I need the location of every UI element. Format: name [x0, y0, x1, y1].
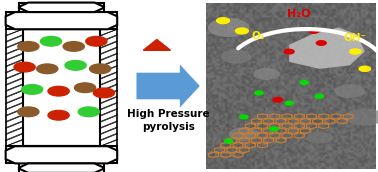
Text: H₂O: H₂O [287, 9, 310, 19]
Circle shape [306, 132, 333, 144]
Circle shape [359, 66, 370, 71]
Bar [6, 146, 117, 163]
Polygon shape [6, 12, 117, 29]
Bar [19, 163, 104, 172]
Circle shape [240, 115, 248, 119]
Circle shape [300, 81, 308, 84]
Bar [6, 12, 117, 29]
Circle shape [40, 36, 62, 46]
Polygon shape [143, 40, 170, 50]
Circle shape [65, 61, 86, 70]
Circle shape [315, 94, 324, 98]
Circle shape [37, 64, 58, 74]
Circle shape [253, 68, 280, 80]
Bar [23, 29, 100, 146]
Polygon shape [19, 163, 104, 172]
Circle shape [350, 49, 361, 54]
Text: OH⁻: OH⁻ [344, 33, 367, 43]
Circle shape [63, 42, 84, 51]
Circle shape [309, 29, 319, 33]
Circle shape [225, 139, 233, 143]
Circle shape [14, 62, 35, 72]
Circle shape [229, 127, 259, 141]
Circle shape [86, 36, 107, 46]
Circle shape [18, 107, 39, 117]
Polygon shape [6, 146, 117, 163]
Circle shape [285, 101, 293, 105]
Text: O₂: O₂ [251, 31, 265, 41]
Circle shape [78, 107, 99, 117]
Circle shape [93, 88, 115, 98]
Circle shape [74, 83, 96, 93]
Circle shape [346, 108, 378, 126]
Polygon shape [136, 64, 200, 108]
Circle shape [273, 98, 283, 102]
Circle shape [90, 64, 111, 74]
Polygon shape [19, 3, 104, 12]
Text: High Pressure
pyrolysis: High Pressure pyrolysis [127, 109, 209, 132]
Circle shape [48, 86, 69, 96]
Circle shape [335, 84, 365, 98]
Bar [100, 29, 117, 146]
Circle shape [18, 42, 39, 51]
Polygon shape [289, 28, 365, 69]
Circle shape [316, 41, 326, 45]
Circle shape [22, 85, 43, 94]
Circle shape [255, 91, 263, 95]
Circle shape [270, 127, 278, 131]
Circle shape [284, 49, 294, 54]
Bar [6, 29, 23, 146]
Circle shape [48, 110, 69, 120]
Circle shape [208, 18, 249, 37]
Bar [19, 3, 104, 12]
Circle shape [221, 50, 251, 64]
Circle shape [235, 28, 248, 34]
Circle shape [217, 18, 229, 24]
